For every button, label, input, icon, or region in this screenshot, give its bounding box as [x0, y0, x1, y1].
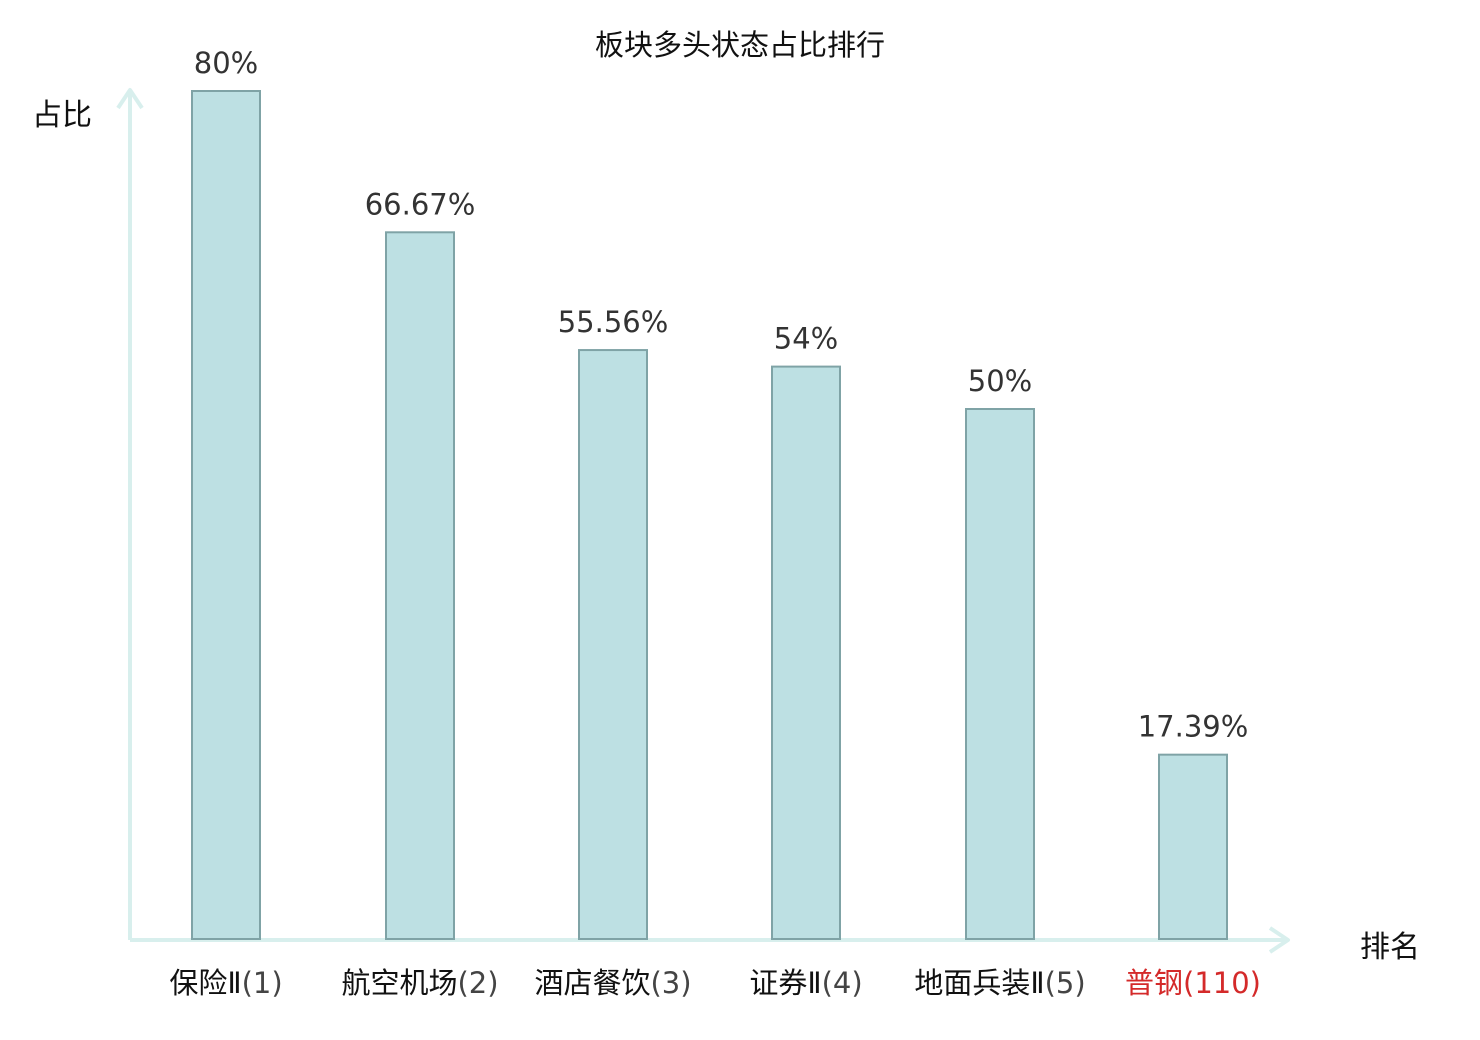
x-axis-label: 排名 — [1360, 930, 1420, 965]
value-label-4: 54% — [774, 322, 838, 356]
category-name: 航空机场 — [341, 966, 458, 1000]
category-rank: (110) — [1183, 966, 1261, 1000]
x-tick-label-1: 保险Ⅱ(1) — [131, 966, 321, 1000]
y-axis-arrow — [116, 88, 144, 110]
category-rank: (2) — [457, 966, 499, 1000]
x-tick-label-3: 酒店餐饮(3) — [518, 966, 708, 1000]
x-tick-label-4: 证券Ⅱ(4) — [711, 966, 901, 1000]
category-rank: (4) — [821, 966, 863, 1000]
x-tick-label-6: 普钢(110) — [1098, 966, 1288, 1000]
value-label-1: 80% — [194, 46, 258, 80]
bar-3 — [578, 349, 648, 940]
y-axis-label: 占比 — [32, 98, 92, 133]
bar-6 — [1158, 753, 1228, 941]
category-rank: (1) — [241, 966, 283, 1000]
bar-1 — [191, 90, 261, 940]
category-rank: (3) — [650, 966, 692, 1000]
category-name: 普钢 — [1125, 966, 1184, 1000]
category-rank: (5) — [1044, 966, 1086, 1000]
chart-title: 板块多头状态占比排行 — [594, 28, 885, 62]
value-label-5: 50% — [968, 364, 1032, 398]
category-name: 地面兵装Ⅱ — [914, 966, 1045, 1000]
category-name: 保险Ⅱ — [169, 966, 242, 1000]
x-tick-label-5: 地面兵装Ⅱ(5) — [905, 966, 1095, 1000]
value-label-6: 17.39% — [1138, 710, 1249, 744]
category-name: 证券Ⅱ — [749, 966, 822, 1000]
category-name: 酒店餐饮 — [534, 966, 651, 1000]
value-label-3: 55.56% — [558, 305, 669, 339]
bar-2 — [385, 231, 455, 941]
value-label-2: 66.67% — [365, 187, 476, 221]
x-tick-label-2: 航空机场(2) — [325, 966, 515, 1000]
bar-5 — [965, 408, 1035, 940]
bar-4 — [771, 365, 841, 941]
x-axis-arrow — [1268, 926, 1290, 954]
